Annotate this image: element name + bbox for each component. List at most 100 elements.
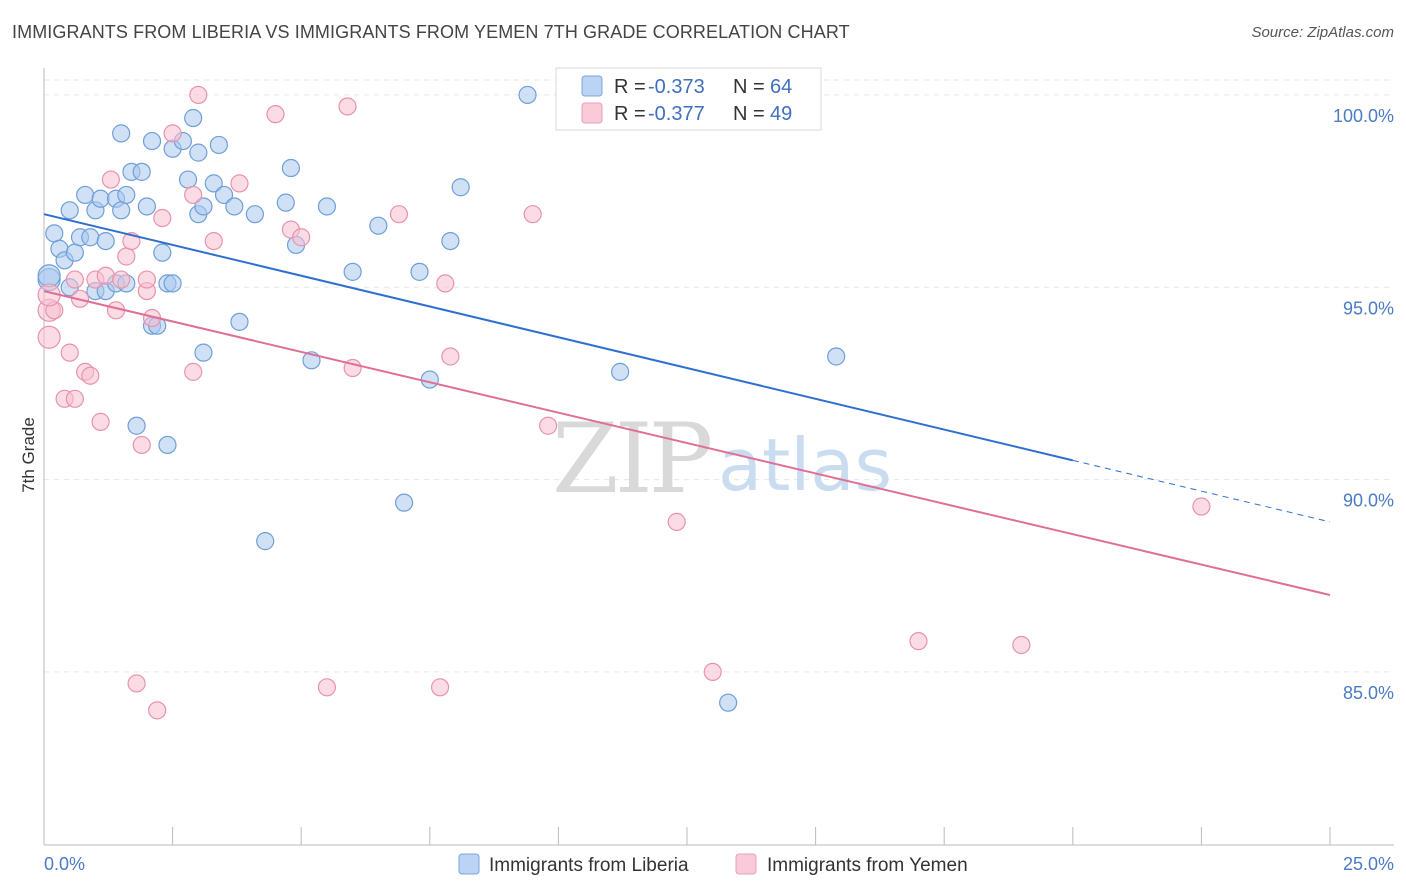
liberia-point-56: [420, 370, 439, 389]
yemen-point-28: [230, 174, 249, 193]
liberia-point-40: [204, 174, 223, 193]
yemen-point-5: [65, 389, 84, 408]
trend-lines: [43, 213, 1331, 596]
liberia-point-9: [81, 228, 100, 247]
yemen-point-23: [163, 124, 182, 143]
yemen-trend-line: [43, 290, 1331, 596]
liberia-point-55: [410, 262, 429, 281]
liberia-point-6: [65, 243, 84, 262]
yemen-point-12: [101, 170, 120, 189]
liberia-point-28: [153, 243, 172, 262]
yemen-point-27: [204, 231, 223, 251]
liberia-point-39: [194, 343, 213, 362]
liberia-point-4: [60, 201, 79, 220]
x-tick-label-0: 0.0%: [44, 854, 85, 874]
liberia-point-41: [209, 135, 228, 155]
series-liberia-points: [37, 85, 846, 712]
yemen-point-37: [436, 274, 455, 293]
yemen-point-35: [389, 205, 409, 224]
legend-r-label-liberia: R =: [614, 76, 646, 98]
legend-swatch-yemen: [581, 102, 603, 124]
yemen-point-43: [909, 632, 928, 651]
series-legend-swatch-yemen[interactable]: [735, 853, 757, 875]
liberia-point-18: [117, 185, 136, 205]
series-legend-label-yemen[interactable]: Immigrants from Yemen: [767, 855, 968, 876]
yemen-point-8: [81, 366, 100, 385]
legend-swatch-liberia: [581, 75, 603, 97]
x-tick-label-1: 25.0%: [1343, 854, 1394, 874]
watermark: ZIP atlas: [552, 403, 892, 515]
liberia-point-22: [127, 416, 146, 435]
series-legend-swatch-liberia[interactable]: [458, 853, 480, 875]
yemen-point-47: [65, 270, 84, 289]
yemen-point-33: [338, 97, 357, 116]
yemen-point-29: [266, 105, 285, 124]
liberia-point-47: [276, 193, 295, 212]
watermark-atlas: atlas: [718, 423, 892, 507]
liberia-trend-extension: [1072, 459, 1331, 523]
liberia-point-23: [132, 162, 151, 181]
watermark-zip: ZIP: [552, 403, 711, 515]
liberia-point-35: [184, 108, 203, 128]
series-legend: Immigrants from Liberia Immigrants from …: [458, 853, 968, 876]
liberia-point-58: [451, 178, 470, 197]
liberia-point-17: [112, 201, 131, 220]
liberia-trend-line: [43, 213, 1074, 462]
liberia-point-1: [45, 224, 64, 243]
yemen-point-25: [184, 362, 203, 381]
liberia-point-61: [719, 693, 738, 712]
liberia-point-46: [256, 532, 275, 551]
yemen-point-41: [667, 512, 686, 531]
liberia-point-8: [76, 185, 95, 205]
y-tick-label-3: 85.0%: [1343, 683, 1394, 703]
liberia-point-38: [194, 197, 213, 216]
x-tick-labels: 0.0% 25.0%: [44, 854, 1394, 874]
yemen-point-18: [132, 435, 151, 455]
liberia-point-25: [142, 131, 162, 151]
liberia-point-42: [214, 185, 234, 205]
legend-r-label-yemen: R =: [614, 103, 646, 125]
yemen-point-45: [1192, 497, 1211, 516]
legend-n-label-liberia: N =: [733, 76, 765, 98]
legend-n-value-yemen: 49: [770, 103, 792, 125]
yemen-point-11: [96, 266, 115, 285]
yemen-point-40: [539, 416, 558, 435]
liberia-point-52: [343, 262, 362, 281]
yemen-point-24: [184, 185, 203, 205]
legend-n-label-yemen: N =: [733, 103, 765, 125]
yemen-point-31: [292, 228, 311, 247]
yemen-point-42: [703, 662, 722, 682]
yemen-point-36: [430, 678, 450, 697]
liberia-point-45: [245, 205, 265, 224]
yemen-point-17: [127, 674, 146, 693]
yemen-point-1: [37, 325, 61, 349]
y-tick-label-0: 100.0%: [1333, 106, 1394, 126]
liberia-point-62: [827, 347, 846, 366]
yemen-point-4: [60, 343, 79, 362]
stats-legend: R = -0.373 N = 64 R = -0.377 N = 49: [555, 67, 822, 131]
liberia-point-12: [91, 189, 110, 208]
series-legend-label-liberia[interactable]: Immigrants from Liberia: [489, 855, 689, 876]
yemen-point-14: [112, 270, 131, 289]
chart-title: IMMIGRANTS FROM LIBERIA VS IMMIGRANTS FR…: [12, 22, 850, 42]
liberia-point-44: [230, 312, 249, 331]
liberia-point-59: [518, 85, 537, 105]
yemen-point-39: [523, 205, 542, 224]
liberia-point-48: [281, 158, 301, 178]
liberia-point-53: [369, 216, 388, 235]
yemen-point-44: [1012, 635, 1031, 655]
yemen-point-10: [91, 412, 110, 431]
yemen-point-15: [117, 247, 136, 266]
liberia-point-24: [137, 197, 156, 216]
yemen-point-48: [137, 270, 156, 289]
chart-source: Source: ZipAtlas.com: [1251, 24, 1394, 41]
liberia-point-34: [178, 170, 198, 189]
liberia-point-13: [96, 231, 115, 251]
liberia-point-51: [317, 197, 337, 216]
y-tick-label-2: 90.0%: [1343, 491, 1394, 511]
liberia-point-57: [441, 231, 460, 251]
yemen-point-21: [148, 701, 167, 720]
liberia-point-20: [112, 124, 131, 143]
liberia-point-54: [394, 493, 414, 512]
y-tick-label-1: 95.0%: [1343, 298, 1394, 318]
